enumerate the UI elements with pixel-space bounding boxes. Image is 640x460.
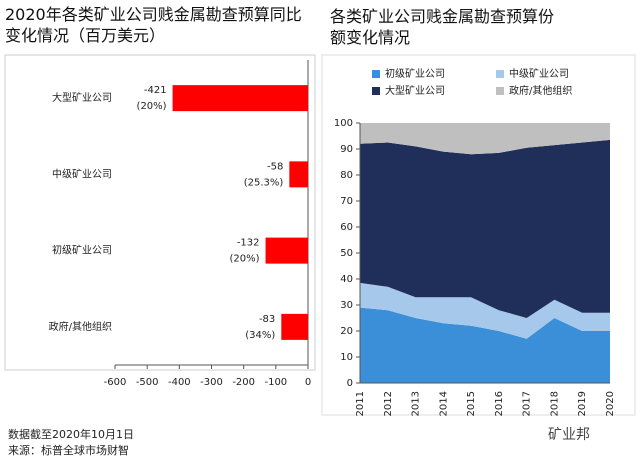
x-tick-label: 2015 <box>466 391 477 416</box>
x-tick-label: 2014 <box>438 391 449 416</box>
y-tick-label: 0 <box>347 378 353 389</box>
left-title: 2020年各类矿业公司贱金属勘查预算同比变化情况（百万美元） <box>5 5 302 45</box>
y-tick-label: 中级矿业公司 <box>52 167 112 180</box>
bar <box>289 161 308 188</box>
y-tick-label: 大型矿业公司 <box>52 91 112 104</box>
watermark: 矿业邦 <box>548 427 590 443</box>
legend-label: 初级矿业公司 <box>385 67 445 80</box>
x-tick-label: -300 <box>200 377 223 388</box>
x-tick-label: 2013 <box>411 391 422 416</box>
change-label: (20%) <box>230 254 260 265</box>
legend-swatch <box>372 87 380 95</box>
y-tick-label: 初级矿业公司 <box>52 244 112 257</box>
change-label: (20%) <box>137 101 167 112</box>
note: 数据截至2020年10月1日 <box>8 428 134 441</box>
value-label: -58 <box>267 161 283 172</box>
note: 来源：标普全球市场财智 <box>8 444 129 457</box>
area <box>360 123 610 155</box>
change-label: (25.3%) <box>244 177 284 188</box>
plot-frame <box>321 54 636 416</box>
y-tick-label: 政府/其他组织 <box>49 320 112 333</box>
area <box>360 307 610 383</box>
plot-frame <box>4 54 316 371</box>
y-tick-label: 90 <box>340 144 353 155</box>
x-tick-label: 2017 <box>522 391 533 416</box>
y-tick-label: 60 <box>340 222 353 233</box>
charts: -600 -500 -400 -300 -200 -100 0 大型矿业公司 -421 (20%)… <box>4 54 636 416</box>
x-tick-label: 2016 <box>494 391 505 416</box>
area <box>360 282 610 339</box>
y-tick-label: 80 <box>340 170 353 181</box>
y-tick-label: 20 <box>340 326 353 337</box>
change-label: (34%) <box>245 330 275 341</box>
legend-swatch <box>496 70 504 78</box>
legend-label: 大型矿业公司 <box>385 84 445 97</box>
y-tick-label: 70 <box>340 196 353 207</box>
x-tick-label: 2012 <box>383 391 394 416</box>
bar <box>172 85 308 112</box>
x-tick-label: 2018 <box>549 391 560 416</box>
legend-swatch <box>496 87 504 95</box>
y-tick-label: 30 <box>340 300 353 311</box>
legend-swatch <box>372 70 380 78</box>
x-tick-label: 2020 <box>605 391 616 416</box>
y-tick-label: 10 <box>340 352 353 363</box>
right-title: 各类矿业公司贱金属勘查预算份额变化情况 <box>330 7 555 47</box>
x-tick-label: 2011 <box>355 391 366 416</box>
x-tick-label: -200 <box>232 377 255 388</box>
bar <box>281 313 308 340</box>
legend-label: 中级矿业公司 <box>509 67 569 80</box>
value-label: -421 <box>144 85 167 96</box>
x-tick-label: 0 <box>305 377 311 388</box>
x-tick-label: -400 <box>168 377 191 388</box>
value-label: -83 <box>259 314 275 325</box>
x-tick-label: -600 <box>104 377 127 388</box>
x-tick-label: 2019 <box>577 391 588 416</box>
x-tick-label: -500 <box>136 377 159 388</box>
y-tick-label: 50 <box>340 248 353 259</box>
y-tick-label: 40 <box>340 274 353 285</box>
area <box>360 139 610 318</box>
legend-label: 政府/其他组织 <box>509 84 572 97</box>
bar <box>265 237 308 264</box>
value-label: -132 <box>237 238 260 249</box>
x-tick-label: -100 <box>264 377 287 388</box>
y-tick-label: 100 <box>334 118 353 129</box>
